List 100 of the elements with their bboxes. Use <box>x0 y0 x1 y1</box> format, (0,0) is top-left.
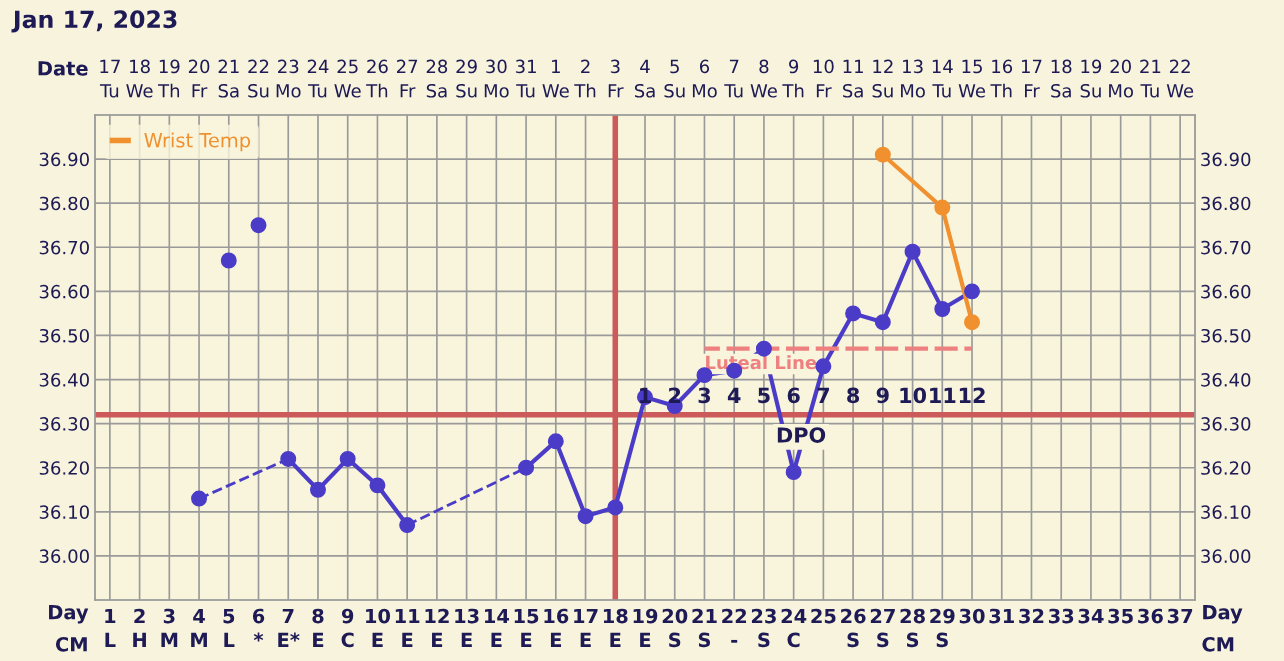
text: Day <box>1203 605 1243 624</box>
text: S <box>847 632 859 648</box>
x-tick-label: 17 Tu <box>99 59 120 98</box>
x2-tick-label: 19 <box>633 608 658 624</box>
text: CM <box>55 636 87 652</box>
x2-tick-label: 20 <box>662 608 688 624</box>
text: E <box>432 632 443 647</box>
x-tick-label: 28 Sa <box>426 59 448 98</box>
x-tick-label: 2 Th <box>574 59 596 98</box>
text: * <box>253 632 264 642</box>
text: E* <box>278 632 300 647</box>
point <box>607 499 624 516</box>
point <box>755 340 772 357</box>
x2-tick-label: 4 <box>193 608 205 624</box>
x2-tick-label: 34 <box>1078 608 1104 624</box>
x2-tick-label: 13 <box>455 608 479 624</box>
y2-tick-label: 36.60 <box>1201 284 1251 299</box>
annotation: 9 <box>876 387 889 404</box>
text: CM <box>1202 636 1234 652</box>
text: E <box>372 632 383 647</box>
x2-tick-label: 28 <box>900 608 925 624</box>
x2-tick-label: 12 <box>425 608 449 624</box>
x-tick-label: 7 Tu <box>724 59 743 98</box>
x2-tick-label: 29 <box>930 608 955 624</box>
x2-tick-label: 35 <box>1108 608 1133 624</box>
text: E <box>491 632 502 647</box>
point <box>309 481 326 498</box>
text: S <box>669 632 681 648</box>
point <box>250 217 267 234</box>
x-tick-label: 20 Fr <box>188 59 210 98</box>
annotation: 3 <box>698 387 711 404</box>
x2-tick-label: 14 <box>485 608 509 624</box>
text: E <box>402 632 413 647</box>
text: S <box>877 632 889 648</box>
annotation: 12 <box>959 387 985 403</box>
text: E <box>313 632 324 647</box>
x2-tick-label: 22 <box>722 608 747 624</box>
chart-title: Jan 17, 2023 <box>11 10 177 33</box>
x-tick-label: 8 We <box>750 59 777 98</box>
x-tick-label: 9 Th <box>782 59 804 98</box>
x2-tick-label: 3 <box>163 608 175 624</box>
x-tick-label: 19 Th <box>158 59 180 98</box>
annotation: 6 <box>787 387 800 404</box>
point <box>547 433 564 450</box>
x2-tick-label: 33 <box>1048 608 1074 624</box>
text: E <box>610 632 621 647</box>
x2-tick-label: 15 <box>514 608 539 624</box>
x-tick-label: 1 We <box>542 59 569 98</box>
y2-tick-label: 36.90 <box>1201 152 1251 167</box>
text: M <box>191 632 207 647</box>
point <box>577 508 594 525</box>
x2-tick-label: 11 <box>395 608 420 624</box>
x-axis-title: Date <box>38 61 88 76</box>
text: L <box>105 632 116 647</box>
x-tick-label: 6 Mo <box>692 59 717 98</box>
text: C <box>341 632 354 648</box>
y-tick-label: 36.10 <box>39 505 89 519</box>
x2-tick-label: 31 <box>989 608 1014 624</box>
text: M <box>161 632 178 647</box>
x-tick-label: 18 We <box>126 59 153 98</box>
y2-tick-label: 36.00 <box>1201 549 1251 564</box>
x2-tick-label: 30 <box>959 608 985 624</box>
x-tick-label: 21 Tu <box>1140 59 1161 98</box>
annotation: 7 <box>817 387 829 403</box>
x-tick-label: 4 Sa <box>634 59 655 98</box>
x-tick-label: 24 Tu <box>307 59 329 98</box>
x-tick-label: 25 We <box>334 59 361 98</box>
annotation: 11 <box>930 387 956 403</box>
point <box>815 358 832 375</box>
x2-tick-label: 2 <box>134 608 145 624</box>
x-tick-label: 3 Fr <box>608 59 624 98</box>
text: - <box>731 639 738 643</box>
x-tick-label: 23 Mo <box>276 59 301 98</box>
y-tick-label: 36.90 <box>39 152 89 167</box>
text: E <box>640 632 651 647</box>
x-tick-label: 27 Fr <box>397 59 418 98</box>
annotation: 4 <box>727 387 741 403</box>
y2-tick-label: 36.80 <box>1201 196 1251 211</box>
x2-tick-label: 18 <box>603 608 628 624</box>
point <box>934 301 951 317</box>
x2-tick-label: 32 <box>1019 608 1044 624</box>
x2-axis-title: Day <box>49 605 89 624</box>
point <box>518 459 535 476</box>
x-tick-label: 22 We <box>1166 59 1194 98</box>
x-tick-label: 22 Su <box>248 59 269 98</box>
x2-tick-label: 10 <box>366 608 391 624</box>
point <box>845 305 862 322</box>
x2-tick-label: 36 <box>1138 608 1163 624</box>
x-tick-label: 30 Mo <box>484 59 509 98</box>
x2-tick-label: 23 <box>751 608 776 624</box>
annotation: 1 <box>640 387 651 403</box>
x-tick-label: 17 Fr <box>1021 59 1042 98</box>
point <box>874 314 891 331</box>
text: S <box>906 632 919 648</box>
x-tick-label: 21 Sa <box>218 59 239 98</box>
x-tick-label: 10 Fr <box>813 59 834 98</box>
y-tick-label: 36.00 <box>39 549 89 564</box>
x-tick-label: 12 Su <box>872 59 893 98</box>
text: L <box>224 632 235 647</box>
y-tick-label: 36.40 <box>39 373 89 387</box>
